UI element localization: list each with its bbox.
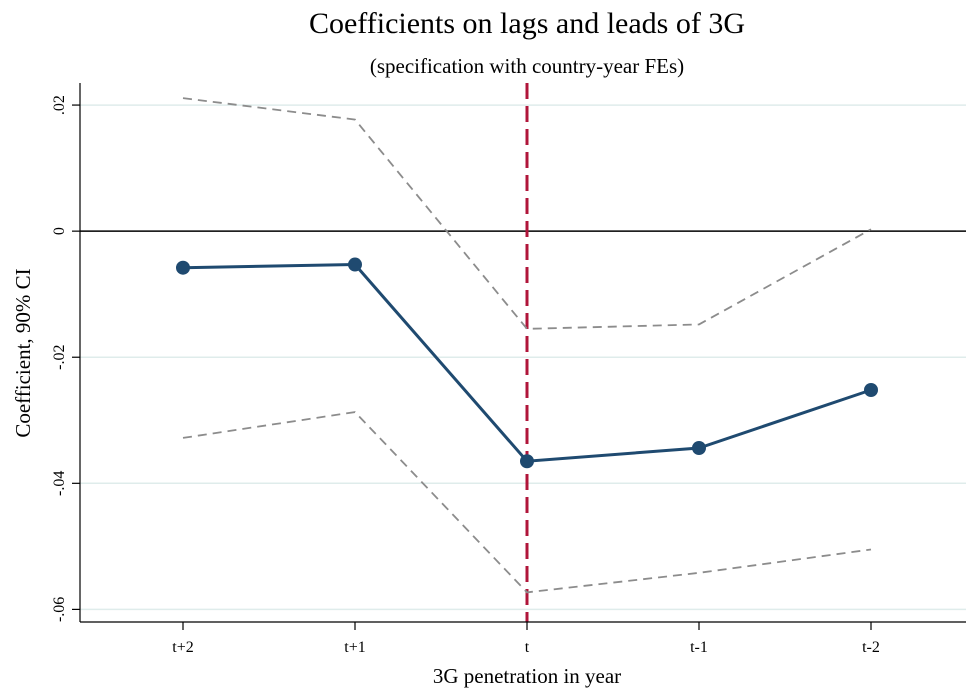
y-tick-label: -.02 (51, 345, 68, 370)
x-tick-label: t+2 (172, 639, 193, 656)
ci-upper-line (182, 97, 872, 330)
coefficient-point (864, 383, 878, 398)
axes: .02 0 -.02 -.04 -.06 t+2 t+1 t t-1 t-2 (51, 83, 966, 656)
ci-lower-line (182, 411, 872, 594)
y-tick-label: .02 (51, 95, 68, 115)
gridlines (80, 104, 966, 611)
x-tick-label: t+1 (344, 639, 365, 656)
coefficient-point (520, 454, 534, 469)
reference-lines (80, 83, 966, 622)
chart-subtitle: (specification with country-year FEs) (370, 54, 684, 78)
x-tick-label: t-2 (862, 639, 880, 656)
plot-series (176, 97, 878, 594)
y-tick-label: 0 (51, 227, 68, 235)
y-tick-label: -.04 (51, 471, 68, 496)
y-tick-label: -.06 (51, 597, 68, 622)
coefficient-point (176, 260, 190, 275)
coefficient-point (348, 257, 362, 272)
x-tick-label: t-1 (690, 639, 708, 656)
x-axis-title: 3G penetration in year (433, 664, 621, 688)
y-axis-title: Coefficient, 90% CI (11, 268, 35, 437)
x-tick-label: t (525, 639, 530, 656)
coefficient-point (692, 441, 706, 456)
chart-title: Coefficients on lags and leads of 3G (309, 7, 745, 40)
